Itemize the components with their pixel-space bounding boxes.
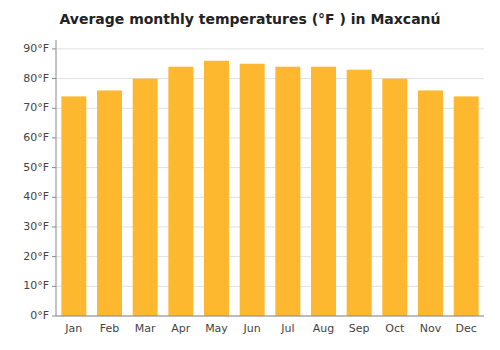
bar <box>97 90 122 316</box>
x-tick-label: Feb <box>100 322 119 335</box>
bar <box>382 79 407 316</box>
x-tick-label: Jul <box>280 322 294 335</box>
bar <box>240 64 265 316</box>
bars <box>61 61 478 316</box>
bar <box>275 67 300 316</box>
y-tick-label: 70°F <box>23 101 49 114</box>
y-tick-label: 20°F <box>23 250 49 263</box>
grid <box>56 49 484 316</box>
y-tick <box>52 316 56 317</box>
grid-line <box>56 78 484 79</box>
y-tick-label: 40°F <box>23 190 49 203</box>
y-tick <box>52 108 56 109</box>
title: Average monthly temperatures (°F ) in Ma… <box>59 11 440 27</box>
bar <box>347 70 372 316</box>
y-tick-label: 0°F <box>30 309 49 322</box>
x-tick-label: Dec <box>456 322 477 335</box>
grid-line <box>56 316 484 317</box>
x-tick-label: Jun <box>243 322 261 335</box>
y-tick-label: 10°F <box>23 279 49 292</box>
y-tick-label: 30°F <box>23 220 49 233</box>
y-tick-label: 60°F <box>23 131 49 144</box>
bar <box>418 90 443 316</box>
y-tick <box>52 256 56 257</box>
x-axis: Jan Feb Mar Apr May Jun Jul Aug Sep Oct Nov Dec <box>56 316 484 335</box>
x-axis-line <box>56 316 484 317</box>
y-tick-label: 50°F <box>23 161 49 174</box>
bar <box>454 96 479 316</box>
y-tick-label: 80°F <box>23 72 49 85</box>
y-axis: 0°F 10°F 20°F 30°F 40°F 50°F 60°F 70°F 80°F 90°F <box>23 40 56 322</box>
y-tick <box>52 48 56 49</box>
bar <box>168 67 193 316</box>
y-tick <box>52 226 56 227</box>
bar <box>133 79 158 316</box>
chart: 0°F 10°F 20°F 30°F 40°F 50°F 60°F 70°F 80°F 90°F J… <box>0 0 500 350</box>
y-tick <box>52 137 56 138</box>
x-tick-label: Sep <box>349 322 370 335</box>
grid-line <box>56 48 484 49</box>
x-tick-label: Apr <box>171 322 191 335</box>
x-tick-label: Jan <box>64 322 82 335</box>
bar <box>61 96 86 316</box>
bar <box>204 61 229 316</box>
y-tick <box>52 167 56 168</box>
x-tick-label: May <box>205 322 228 335</box>
y-tick <box>52 78 56 79</box>
x-tick-label: Nov <box>420 322 442 335</box>
y-tick <box>52 286 56 287</box>
y-axis-line <box>56 40 57 316</box>
y-tick-label: 90°F <box>23 42 49 55</box>
x-tick-label: Mar <box>135 322 156 335</box>
y-tick <box>52 197 56 198</box>
x-tick-label: Oct <box>385 322 405 335</box>
x-tick-label: Aug <box>313 322 334 335</box>
bar <box>311 67 336 316</box>
